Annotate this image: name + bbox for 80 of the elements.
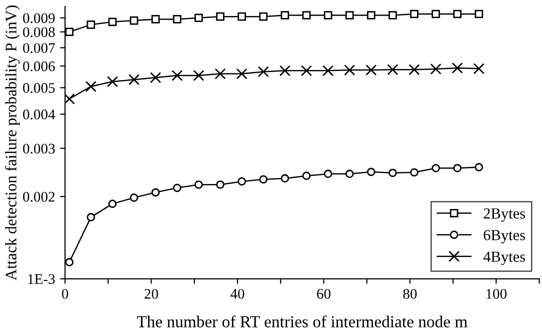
x-tick-label: 100 bbox=[486, 288, 507, 299]
y-tick-label: 0.003 bbox=[23, 144, 55, 154]
legend-label: 2Bytes bbox=[484, 208, 525, 222]
point bbox=[130, 16, 138, 25]
point bbox=[86, 20, 96, 29]
point bbox=[108, 200, 117, 208]
point bbox=[151, 15, 160, 24]
x-tick-label: 60 bbox=[317, 288, 330, 299]
legend-label: 6Bytes bbox=[484, 230, 525, 244]
point bbox=[86, 213, 96, 222]
point bbox=[388, 168, 397, 178]
point bbox=[236, 68, 248, 80]
y-tick-label: 0.007 bbox=[23, 43, 55, 53]
point bbox=[172, 184, 182, 192]
point bbox=[65, 258, 74, 266]
point bbox=[151, 188, 160, 197]
point bbox=[300, 65, 312, 76]
x-tick-label: 20 bbox=[144, 288, 158, 299]
point bbox=[279, 65, 290, 76]
legend-label: 4Bytes bbox=[483, 252, 525, 266]
point bbox=[85, 80, 96, 92]
y-tick-label: 0.006 bbox=[23, 61, 55, 72]
point bbox=[214, 68, 226, 80]
point bbox=[238, 177, 246, 186]
y-axis-title: Attack detection failure probability P (inV) bbox=[5, 6, 20, 280]
point bbox=[345, 170, 354, 178]
point bbox=[366, 11, 376, 20]
point bbox=[106, 76, 118, 88]
point bbox=[130, 194, 138, 202]
point bbox=[366, 168, 376, 176]
point bbox=[216, 12, 224, 21]
x-tick-label: 40 bbox=[230, 288, 244, 299]
point bbox=[193, 70, 204, 82]
point bbox=[322, 65, 334, 76]
point bbox=[388, 11, 397, 20]
point bbox=[65, 93, 75, 104]
y-tick-label: 0.005 bbox=[23, 83, 55, 93]
point bbox=[474, 10, 484, 18]
y-tick-label: 0.002 bbox=[23, 192, 55, 202]
point bbox=[344, 64, 356, 76]
point bbox=[258, 66, 269, 78]
y-tick-label: 1E-3 bbox=[28, 274, 55, 284]
point bbox=[408, 64, 420, 76]
point bbox=[387, 64, 398, 76]
point bbox=[410, 168, 418, 177]
point bbox=[280, 11, 290, 20]
point bbox=[410, 10, 418, 18]
point bbox=[324, 170, 332, 178]
point bbox=[65, 28, 74, 36]
point bbox=[172, 15, 182, 24]
point bbox=[324, 11, 332, 20]
y-tick-label: 0.009 bbox=[23, 13, 55, 24]
point bbox=[216, 180, 224, 189]
point bbox=[194, 14, 203, 22]
point bbox=[452, 62, 463, 74]
x-tick-label: 80 bbox=[403, 288, 417, 299]
point bbox=[430, 63, 442, 75]
point bbox=[128, 74, 140, 86]
point bbox=[366, 64, 377, 76]
point bbox=[108, 18, 117, 26]
point bbox=[345, 11, 354, 20]
y-tick-label: 0.008 bbox=[23, 27, 55, 38]
point bbox=[150, 72, 162, 84]
point bbox=[432, 164, 440, 172]
point bbox=[474, 163, 484, 172]
point bbox=[473, 63, 484, 74]
point bbox=[453, 10, 462, 18]
point bbox=[194, 180, 203, 189]
point bbox=[302, 172, 311, 180]
point bbox=[259, 175, 268, 184]
point bbox=[432, 10, 440, 18]
point bbox=[280, 174, 290, 183]
point bbox=[302, 11, 311, 20]
x-tick-label: 0 bbox=[62, 288, 68, 299]
point bbox=[453, 164, 462, 172]
point bbox=[259, 12, 268, 21]
x-axis-title: The number of RT entries of intermediate node m bbox=[136, 315, 468, 328]
point bbox=[172, 70, 183, 82]
y-tick-label: 0.004 bbox=[23, 110, 56, 120]
point bbox=[238, 12, 246, 21]
